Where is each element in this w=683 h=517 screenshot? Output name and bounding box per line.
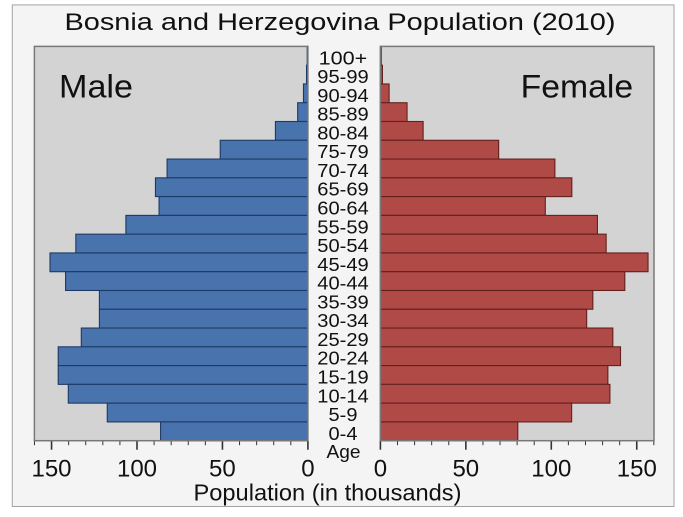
- svg-text:50-54: 50-54: [317, 236, 368, 256]
- svg-text:80-84: 80-84: [317, 123, 368, 143]
- svg-text:0: 0: [301, 456, 314, 483]
- svg-text:50: 50: [209, 456, 236, 483]
- svg-text:25-29: 25-29: [317, 330, 368, 350]
- svg-text:40-44: 40-44: [317, 274, 368, 294]
- svg-text:15-19: 15-19: [317, 368, 368, 388]
- svg-text:Population (in thousands): Population (in thousands): [194, 479, 462, 505]
- svg-text:150: 150: [31, 456, 71, 483]
- svg-text:5-9: 5-9: [329, 405, 358, 425]
- svg-text:Female: Female: [521, 69, 634, 105]
- svg-text:Bosnia and Herzegovina Populat: Bosnia and Herzegovina Population (2010): [65, 9, 616, 36]
- svg-text:0: 0: [374, 456, 387, 483]
- svg-text:95-99: 95-99: [317, 67, 368, 87]
- svg-text:Age: Age: [327, 442, 361, 462]
- svg-text:Male: Male: [59, 69, 133, 105]
- svg-text:85-89: 85-89: [317, 105, 368, 125]
- svg-text:75-79: 75-79: [317, 142, 368, 162]
- svg-text:90-94: 90-94: [317, 86, 368, 106]
- svg-text:20-24: 20-24: [317, 349, 368, 369]
- svg-text:45-49: 45-49: [317, 255, 368, 275]
- svg-text:55-59: 55-59: [317, 217, 368, 237]
- svg-text:60-64: 60-64: [317, 199, 368, 219]
- svg-text:35-39: 35-39: [317, 292, 368, 312]
- svg-text:10-14: 10-14: [317, 386, 368, 406]
- svg-text:0-4: 0-4: [329, 424, 358, 444]
- svg-text:70-74: 70-74: [317, 161, 368, 181]
- svg-text:65-69: 65-69: [317, 180, 368, 200]
- svg-text:100+: 100+: [319, 48, 368, 68]
- svg-text:30-34: 30-34: [317, 311, 368, 331]
- svg-text:50: 50: [452, 456, 479, 483]
- svg-text:150: 150: [617, 456, 657, 483]
- svg-text:100: 100: [117, 456, 157, 483]
- svg-text:100: 100: [531, 456, 571, 483]
